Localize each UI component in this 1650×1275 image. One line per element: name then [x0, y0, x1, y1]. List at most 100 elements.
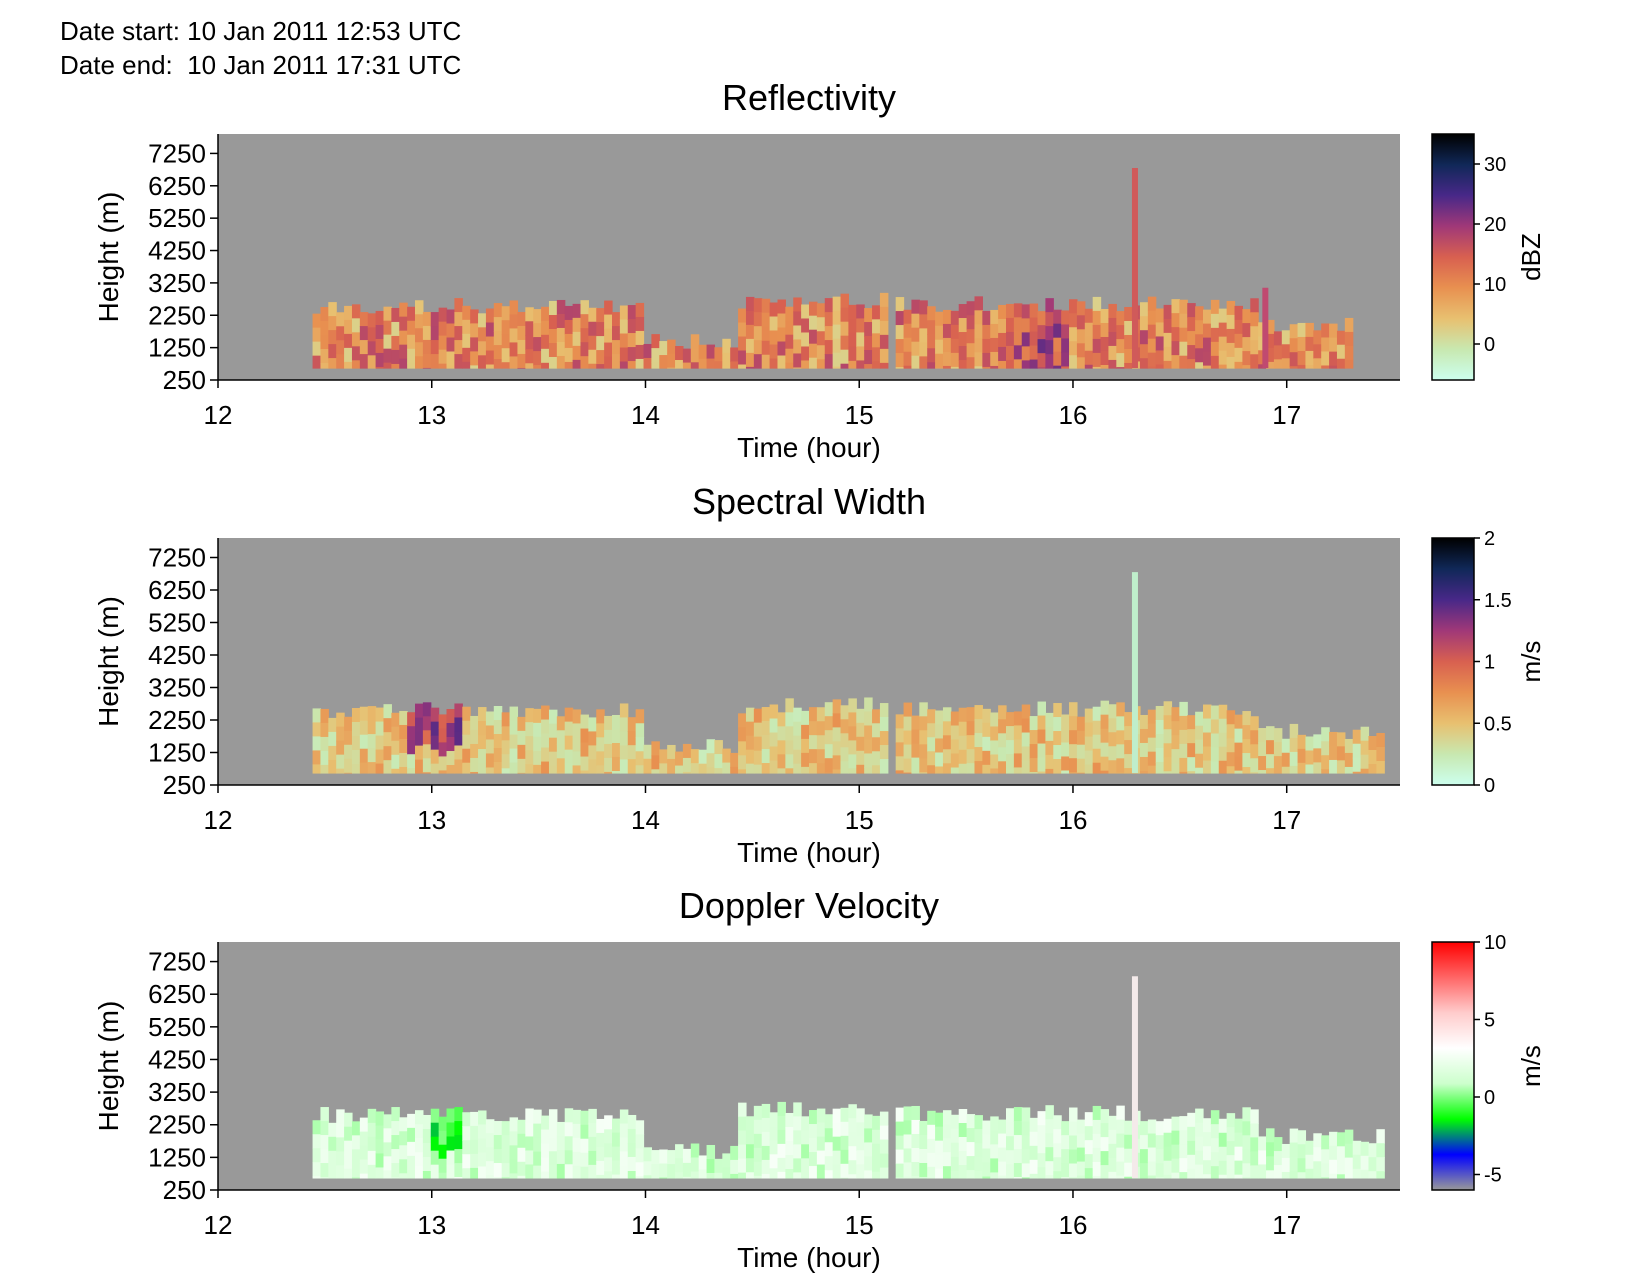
heatmap-cell [1234, 770, 1243, 774]
heatmap-cell [1045, 298, 1054, 313]
heatmap-cell [840, 1121, 849, 1137]
heatmap-cell [1061, 1177, 1070, 1179]
heatmap-cell [485, 350, 495, 366]
heatmap-cell [753, 1133, 763, 1149]
heatmap-cell [336, 754, 345, 770]
heatmap-cell [1053, 351, 1062, 367]
heatmap-cell [722, 1167, 731, 1179]
heatmap-cell [1305, 1154, 1314, 1170]
heatmap-cell [974, 1171, 983, 1179]
heatmap-cell [604, 1129, 613, 1144]
heatmap-cell [501, 740, 511, 755]
heatmap-cell [761, 340, 771, 356]
heatmap-cell [1139, 756, 1149, 772]
heatmap-cell [391, 1149, 400, 1164]
heatmap-cell [1045, 354, 1054, 369]
heatmap-cell [1116, 1175, 1125, 1179]
heatmap-cell [367, 327, 377, 342]
heatmap-cell [430, 721, 440, 737]
heatmap-cell [998, 360, 1007, 369]
heatmap-cell [596, 1160, 605, 1176]
heatmap-cell [1061, 770, 1070, 774]
heatmap-cell [470, 1139, 479, 1155]
heatmap-cell [635, 1134, 645, 1149]
heatmap-cell [1116, 744, 1125, 759]
heatmap-cell [1053, 337, 1062, 353]
heatmap-cell [564, 319, 574, 335]
heatmap-cell [832, 310, 842, 326]
heatmap-cell [493, 359, 503, 369]
heatmap-cell [320, 1177, 329, 1179]
heatmap-cell [430, 312, 440, 327]
heatmap-cell [856, 1164, 865, 1179]
heatmap-cell [541, 1171, 550, 1179]
heatmap-cell [856, 722, 865, 738]
heatmap-cell [328, 330, 337, 345]
heatmap-cell [627, 1128, 637, 1144]
heatmap-cell [422, 1170, 432, 1179]
heatmap-cell [903, 702, 913, 718]
heatmap-cell [1187, 757, 1196, 772]
heatmap-cell [517, 758, 526, 774]
heatmap-cell [1187, 743, 1196, 758]
heatmap-cell [998, 304, 1007, 320]
heatmap-cell [1069, 716, 1078, 731]
heatmap-cell [777, 355, 786, 369]
heatmap-cell [383, 1156, 392, 1171]
heatmap-cell [864, 336, 873, 351]
heatmap-cell [501, 1177, 511, 1179]
heatmap-cell [612, 742, 621, 758]
heatmap-cell [706, 1158, 716, 1174]
heatmap-cell [761, 1131, 771, 1147]
heatmap-cell [1273, 345, 1283, 360]
heatmap-cell [399, 1145, 408, 1160]
heatmap-cell [580, 342, 589, 357]
heatmap-cell [604, 1157, 613, 1172]
x-tick-label: 15 [845, 400, 874, 430]
heatmap-cell [982, 310, 991, 326]
heatmap-cell [667, 1150, 676, 1165]
colorbar-tick-label: 30 [1484, 154, 1506, 176]
heatmap-cell [1006, 1164, 1015, 1179]
heatmap-cell [738, 1130, 747, 1146]
heatmap-cell [1321, 741, 1330, 756]
heatmap-cell [848, 332, 857, 348]
heatmap-cell [619, 305, 629, 321]
heatmap-cell [344, 319, 353, 335]
heatmap-cell [1250, 312, 1259, 327]
heatmap-cell [753, 1105, 763, 1121]
heatmap-cell [344, 1168, 353, 1179]
heatmap-cell [966, 1156, 976, 1171]
heatmap-cell [1124, 1176, 1133, 1179]
heatmap-cell [454, 1107, 463, 1122]
heatmap-cell [848, 698, 857, 714]
heatmap-cell [998, 1175, 1007, 1179]
heatmap-cell [958, 332, 968, 347]
heatmap-cell [1006, 712, 1015, 727]
heatmap-cell [769, 746, 779, 762]
heatmap-cell [706, 753, 716, 768]
heatmap-cell [383, 1128, 392, 1143]
heatmap-cell [1242, 711, 1251, 726]
heatmap-cell [1037, 1167, 1046, 1179]
heatmap-cell [1234, 1132, 1243, 1148]
heatmap-cell [942, 1152, 952, 1167]
heatmap-cell [572, 303, 582, 319]
heatmap-cell [596, 765, 605, 774]
heatmap-cell [1266, 768, 1275, 774]
heatmap-cell [777, 1101, 786, 1117]
heatmap-cell [1313, 344, 1322, 359]
heatmap-cell [659, 749, 668, 764]
heatmap-cell [438, 349, 448, 365]
heatmap-cell [942, 721, 952, 736]
heatmap-cell [588, 1136, 597, 1152]
heatmap-cell [1352, 1140, 1362, 1156]
heatmap-cell [1124, 306, 1133, 322]
heatmap-cell [1321, 1177, 1330, 1179]
heatmap-cell [359, 340, 369, 355]
heatmap-cell [509, 342, 519, 358]
heatmap-cell [462, 748, 471, 764]
heatmap-cell [801, 346, 810, 362]
heatmap-cell [1155, 705, 1165, 721]
heatmap-cell [1124, 712, 1133, 727]
